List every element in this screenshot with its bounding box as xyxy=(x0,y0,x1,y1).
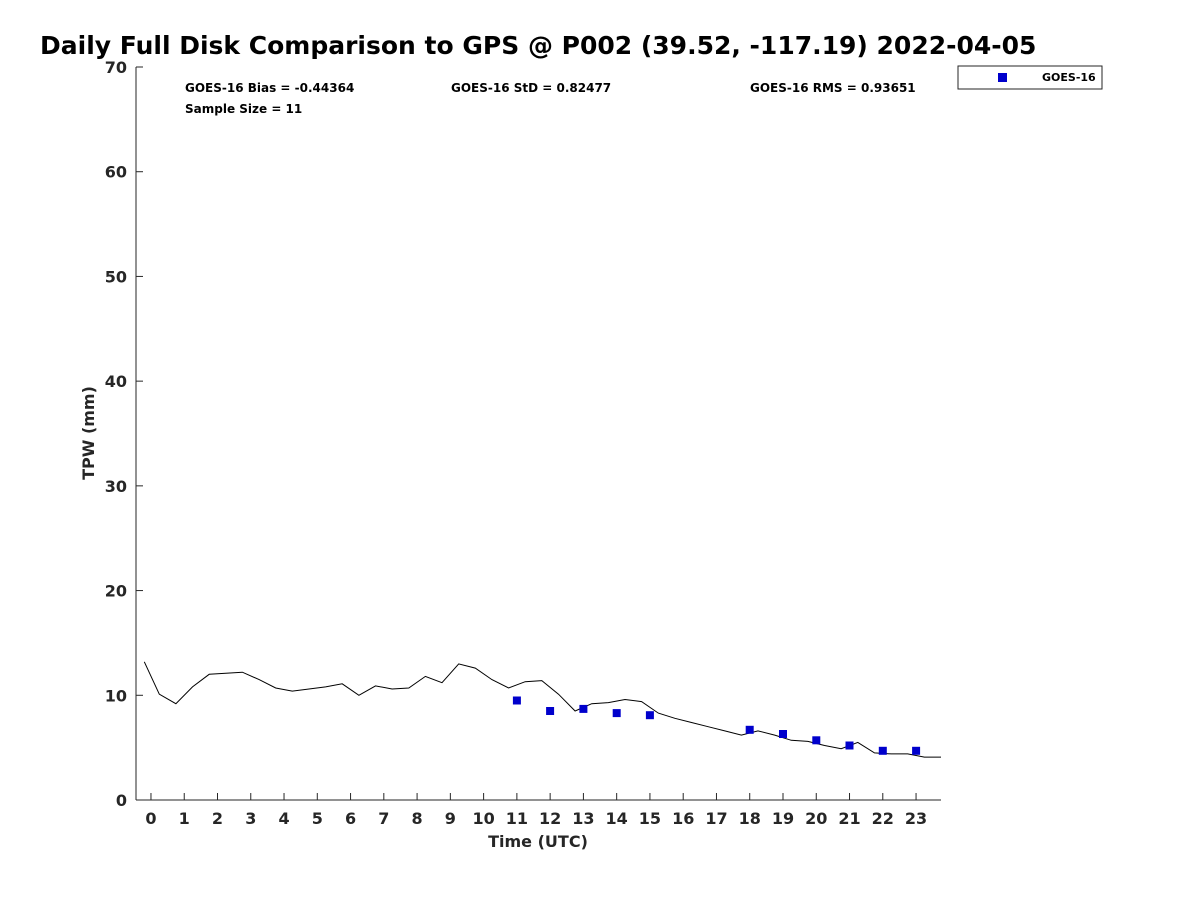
goes-16-point xyxy=(878,746,887,755)
x-tick-label: 6 xyxy=(345,809,356,828)
y-axis-label: TPW (mm) xyxy=(79,386,98,480)
y-tick-label: 10 xyxy=(105,686,127,705)
x-tick-label: 8 xyxy=(412,809,423,828)
x-tick-label: 0 xyxy=(145,809,156,828)
x-tick-label: 23 xyxy=(905,809,927,828)
y-tick-label: 50 xyxy=(105,267,127,286)
x-tick-label: 16 xyxy=(672,809,694,828)
goes-16-point xyxy=(812,736,821,745)
sample-size-stat: Sample Size = 11 xyxy=(185,102,302,116)
goes-16-point xyxy=(912,746,921,755)
x-tick-label: 13 xyxy=(572,809,594,828)
chart-title: Daily Full Disk Comparison to GPS @ P002… xyxy=(40,31,1036,60)
x-tick-label: 2 xyxy=(212,809,223,828)
x-tick-label: 3 xyxy=(245,809,256,828)
goes-16-points xyxy=(512,696,921,755)
goes-16-point xyxy=(512,696,521,705)
gps-series-line xyxy=(143,661,941,758)
std-stat: GOES-16 StD = 0.82477 xyxy=(451,81,611,95)
x-tick-label: 22 xyxy=(872,809,894,828)
goes-16-point xyxy=(645,711,654,720)
x-tick-label: 10 xyxy=(472,809,494,828)
goes-16-point xyxy=(779,730,787,738)
x-tick-label: 21 xyxy=(838,809,860,828)
bias-stat: GOES-16 Bias = -0.44364 xyxy=(185,81,354,95)
legend: GOES-16 xyxy=(957,65,1103,90)
x-tick-label: 19 xyxy=(772,809,794,828)
x-axis-label: Time (UTC) xyxy=(488,832,588,851)
x-tick-label: 17 xyxy=(705,809,727,828)
x-tick-label: 14 xyxy=(606,809,628,828)
x-tick-label: 4 xyxy=(278,809,289,828)
x-tick-label: 20 xyxy=(805,809,827,828)
y-tick-label: 60 xyxy=(105,163,127,182)
legend-box xyxy=(957,65,1103,90)
y-tick-label: 20 xyxy=(105,582,127,601)
rms-stat: GOES-16 RMS = 0.93651 xyxy=(750,81,916,95)
x-ticks: 0 1 2 3 4 5 6 7 8 9 10 11 12 13 14 15 16 17 18 19 20 21 22 23 xyxy=(145,793,927,828)
x-tick-label: 11 xyxy=(506,809,528,828)
y-tick-label: 40 xyxy=(105,372,127,391)
goes-16-point xyxy=(612,709,621,718)
x-tick-label: 7 xyxy=(378,809,389,828)
y-ticks: 0 10 20 30 40 50 60 70 xyxy=(105,58,143,810)
y-tick-label: 0 xyxy=(116,791,127,810)
x-tick-label: 9 xyxy=(445,809,456,828)
y-tick-label: 30 xyxy=(105,477,127,496)
legend-label: GOES-16 xyxy=(1042,71,1096,84)
goes-16-point xyxy=(579,704,588,713)
x-tick-label: 5 xyxy=(312,809,323,828)
y-tick-label: 70 xyxy=(105,58,127,77)
goes-16-point xyxy=(845,741,854,750)
stats-annotations: GOES-16 Bias = -0.44364 GOES-16 StD = 0.… xyxy=(185,81,916,116)
goes-16-point xyxy=(546,707,555,715)
goes-16-point xyxy=(745,725,754,734)
x-tick-label: 1 xyxy=(179,809,190,828)
x-tick-label: 15 xyxy=(639,809,661,828)
legend-marker xyxy=(998,73,1007,82)
x-tick-label: 12 xyxy=(539,809,561,828)
x-tick-label: 18 xyxy=(739,809,761,828)
